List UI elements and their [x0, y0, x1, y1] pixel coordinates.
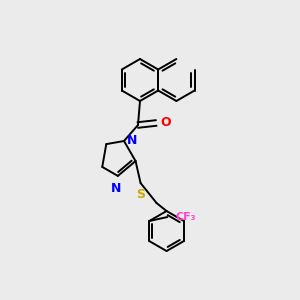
Text: N: N [111, 182, 121, 195]
Text: S: S [136, 188, 145, 201]
Text: N: N [127, 134, 137, 146]
Text: CF₃: CF₃ [175, 212, 196, 222]
Text: O: O [160, 116, 171, 130]
